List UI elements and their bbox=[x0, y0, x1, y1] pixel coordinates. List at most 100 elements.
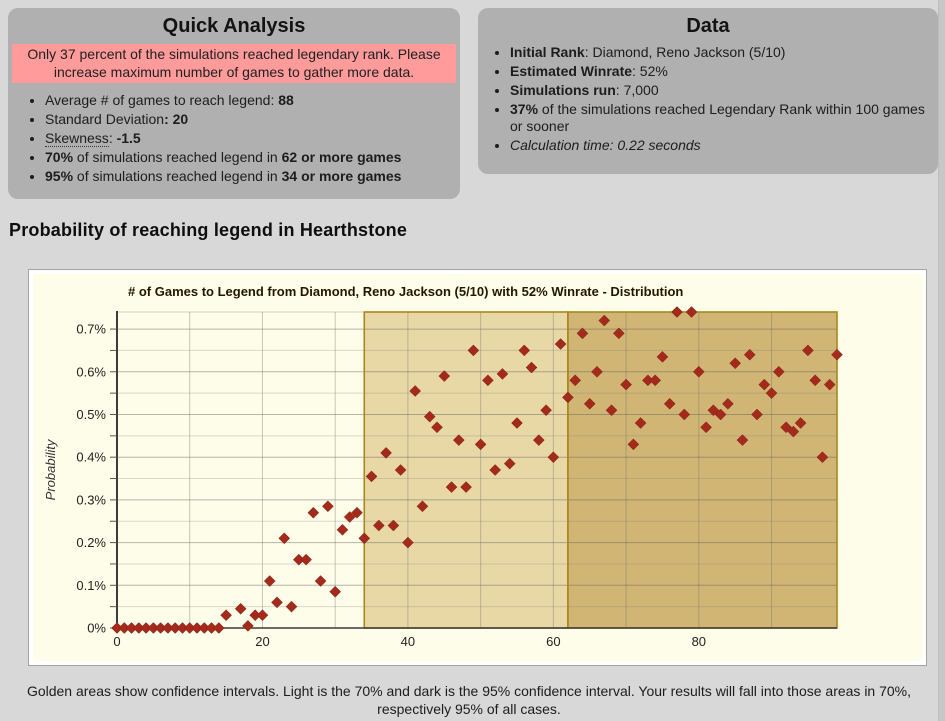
quick-analysis-item: 95% of simulations reached legend in 34 … bbox=[45, 168, 450, 185]
data-point bbox=[722, 397, 734, 410]
data-point bbox=[591, 365, 603, 378]
data-point bbox=[212, 622, 225, 634]
data-point bbox=[772, 365, 785, 378]
data-point bbox=[714, 408, 727, 421]
list-text: -1.5 bbox=[116, 130, 141, 147]
list-text: Estimated Winrate bbox=[510, 63, 633, 80]
data-point bbox=[467, 344, 480, 357]
y-tick-label: 0.5% bbox=[76, 407, 106, 422]
data-item: Simulations run: 7,000 bbox=[510, 82, 926, 99]
data-point bbox=[634, 417, 647, 429]
data-point bbox=[372, 519, 385, 532]
data-point bbox=[794, 417, 807, 429]
data-point bbox=[394, 464, 407, 476]
confidence-interval-note: Golden areas show confidence intervals. … bbox=[26, 683, 912, 718]
data-point bbox=[496, 368, 509, 380]
data-point bbox=[387, 519, 400, 532]
data-point bbox=[518, 344, 531, 357]
data-point bbox=[780, 421, 792, 434]
quick-analysis-item: Average # of games to reach legend: 88 bbox=[45, 92, 450, 109]
data-point bbox=[605, 404, 618, 417]
list-text: 88 bbox=[278, 92, 294, 108]
data-point bbox=[707, 404, 720, 417]
list-text: Average # of games to reach legend: bbox=[45, 92, 279, 108]
vertical-scrollbar[interactable] bbox=[938, 0, 945, 721]
data-point bbox=[656, 350, 669, 363]
page-title: Probability of reaching legend in Hearth… bbox=[9, 220, 408, 240]
data-point bbox=[569, 374, 582, 387]
games-to-legend-distribution-chart: 0% 0.1% 0.2% 0.3% 0.4% 0.5% 0.6% 0.7% 0 20 40 60 80 #… bbox=[43, 284, 843, 649]
data-point bbox=[423, 410, 436, 423]
data-item: Initial Rank: Diamond, Reno Jackson (5/1… bbox=[510, 44, 926, 61]
y-tick-label: 0.6% bbox=[76, 364, 106, 379]
data-point bbox=[598, 314, 611, 327]
chart-title: # of Games to Legend from Diamond, Reno … bbox=[128, 284, 683, 299]
y-tick-label: 0.3% bbox=[76, 492, 106, 507]
quick-analysis-item: Skewness: -1.5 bbox=[45, 130, 450, 148]
data-point bbox=[736, 434, 749, 446]
list-text: of simulations reached legend in bbox=[73, 168, 282, 185]
data-point bbox=[511, 417, 523, 429]
data-point bbox=[351, 506, 363, 519]
list-text: Calculation time: 0.22 seconds bbox=[510, 136, 701, 153]
data-point bbox=[612, 327, 625, 340]
x-tick-label: 0 bbox=[113, 634, 120, 649]
data-point bbox=[445, 481, 458, 493]
data-point bbox=[402, 536, 414, 549]
confidence-band-confidence-dark-95 bbox=[567, 312, 837, 628]
data-point bbox=[525, 361, 538, 374]
list-text: 62 or more games bbox=[281, 149, 402, 166]
quick-analysis-item: 70% of simulations reached legend in 62 … bbox=[45, 149, 450, 166]
chart-plot-background: 0% 0.1% 0.2% 0.3% 0.4% 0.5% 0.6% 0.7% 0 20 40 60 80 #… bbox=[33, 274, 922, 661]
x-tick-label: 60 bbox=[546, 634, 560, 649]
data-point bbox=[554, 338, 567, 350]
data-point bbox=[460, 481, 472, 493]
data-point bbox=[787, 425, 800, 438]
data-point bbox=[751, 408, 763, 421]
list-text: : bbox=[164, 111, 173, 128]
data-point bbox=[409, 385, 422, 397]
data-point bbox=[380, 447, 392, 459]
data-item: Calculation time: 0.22 seconds bbox=[510, 137, 926, 154]
quick-analysis-title: Quick Analysis bbox=[162, 15, 306, 37]
list-text: 34 or more games bbox=[281, 168, 402, 185]
data-item: Estimated Winrate: 52% bbox=[510, 63, 926, 80]
skewness-term[interactable]: Skewness bbox=[45, 130, 109, 148]
data-point bbox=[329, 585, 342, 598]
data-point bbox=[620, 378, 632, 391]
data-point bbox=[242, 620, 254, 632]
data-point bbox=[802, 344, 814, 357]
x-tick-label: 40 bbox=[401, 634, 415, 649]
y-tick-label: 0.1% bbox=[76, 578, 106, 593]
data-point bbox=[765, 387, 778, 399]
low-completion-alert: Only 37 percent of the simulations reach… bbox=[12, 44, 456, 83]
data-point bbox=[263, 575, 276, 587]
data-point bbox=[649, 374, 662, 387]
data-point bbox=[416, 500, 429, 513]
data-point bbox=[678, 408, 691, 421]
data-point bbox=[503, 457, 516, 470]
data-point bbox=[743, 348, 756, 361]
data-point bbox=[663, 397, 676, 410]
data-point bbox=[692, 365, 705, 378]
data-point bbox=[474, 438, 487, 451]
data-point bbox=[583, 397, 596, 410]
data-point bbox=[831, 348, 843, 361]
data-point bbox=[489, 464, 502, 476]
data-point bbox=[343, 511, 356, 523]
data-point bbox=[300, 553, 312, 566]
data-point bbox=[431, 421, 443, 434]
data-point bbox=[627, 438, 640, 451]
data-point bbox=[823, 378, 836, 391]
list-text: of the simulations reached Legendary Ran… bbox=[510, 101, 925, 134]
data-point bbox=[438, 370, 451, 382]
data-point bbox=[271, 596, 283, 609]
list-text: Standard Deviation bbox=[45, 111, 165, 128]
data-point bbox=[220, 609, 232, 622]
data-point bbox=[285, 600, 298, 613]
data-item: 37% of the simulations reached Legendary… bbox=[510, 101, 926, 134]
list-text: : 52% bbox=[632, 63, 668, 80]
data-point bbox=[809, 374, 822, 387]
quick-analysis-list: Average # of games to reach legend: 88 St… bbox=[8, 92, 460, 185]
y-tick-label: 0.2% bbox=[76, 535, 106, 550]
